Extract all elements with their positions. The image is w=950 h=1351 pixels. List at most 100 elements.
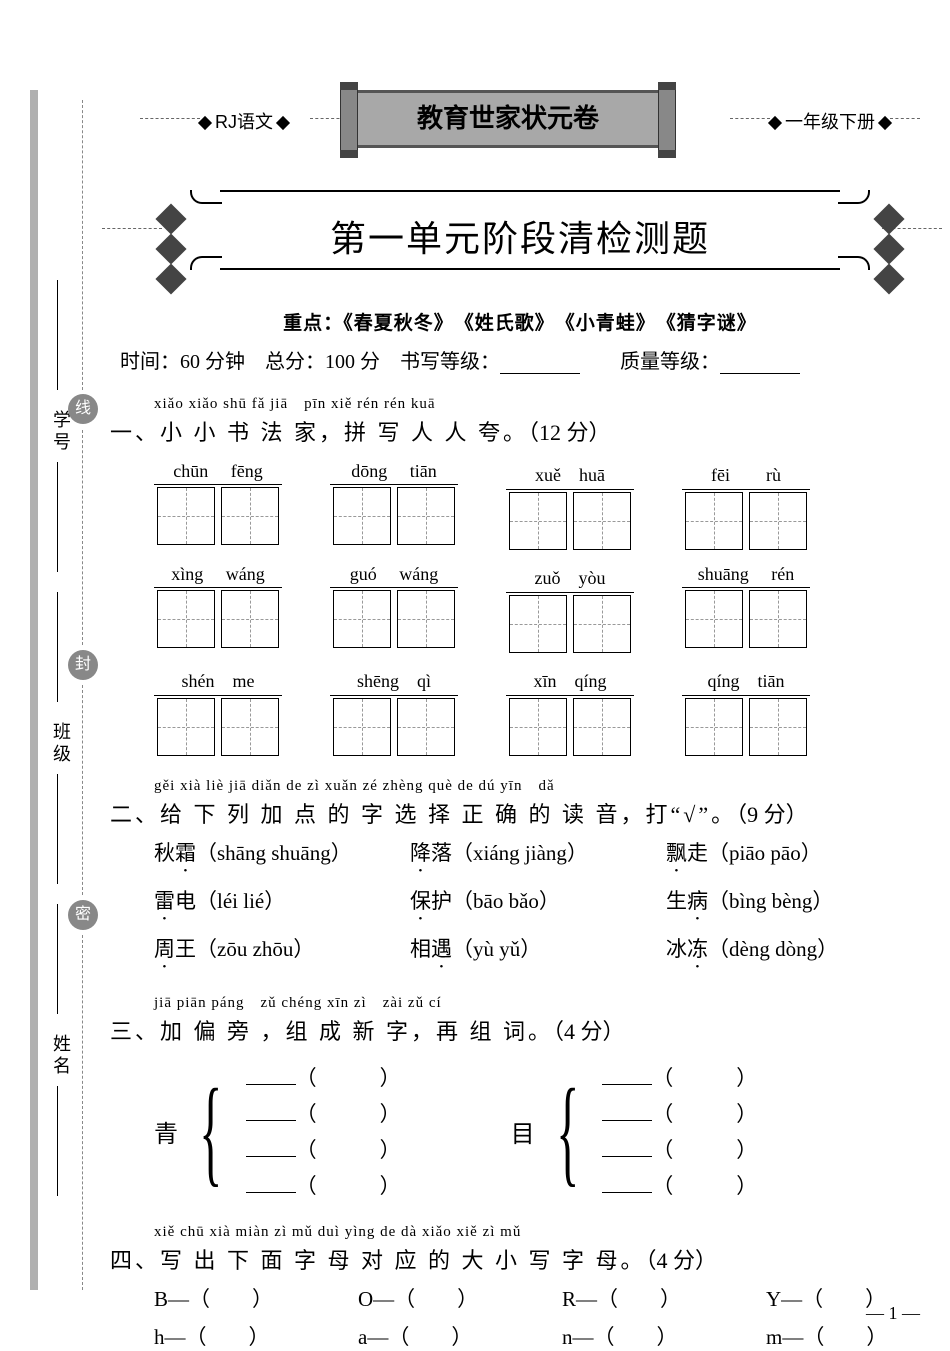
q3-line[interactable]: （ ） <box>602 1170 757 1200</box>
char-box[interactable] <box>685 590 743 648</box>
q2-row: 雷电（léi lié）保护（bāo bǎo）生病（bìng bèng） <box>154 885 930 925</box>
pair-pinyin: guó wáng <box>330 564 458 588</box>
pair-pinyin: fēi rù <box>682 461 810 490</box>
q4-item[interactable]: O—（ ） <box>358 1283 522 1313</box>
content-area: RJ语文 教育世家状元卷 一年级下册 <box>110 90 930 1351</box>
char-box[interactable] <box>221 487 279 545</box>
q4-item[interactable]: n—（ ） <box>562 1321 726 1351</box>
writing-blank[interactable] <box>500 373 580 374</box>
q4-row: B—（ ）O—（ ）R—（ ）Y—（ ） <box>154 1283 930 1313</box>
total-value: 100 分 <box>325 351 380 373</box>
diamond-decor-right <box>878 200 900 298</box>
char-box[interactable] <box>221 698 279 756</box>
char-pair: xuě huā <box>506 461 634 550</box>
q2-title-text: 二、给 下 列 加 点 的 字 选 择 正 确 的 读 音，打“√”。 <box>110 802 736 827</box>
char-box[interactable] <box>685 492 743 550</box>
char-boxes <box>333 590 455 648</box>
char-box[interactable] <box>333 487 391 545</box>
q3-line[interactable]: （ ） <box>602 1098 757 1128</box>
char-box[interactable] <box>573 595 631 653</box>
total-label: 总分 <box>265 351 305 373</box>
char-box[interactable] <box>397 487 455 545</box>
char-box[interactable] <box>157 487 215 545</box>
dotted-line <box>82 685 83 895</box>
char-boxes <box>157 698 279 756</box>
q4-title-text: 四、写 出 下 面 字 母 对 应 的 大 小 写 字 母。 <box>110 1248 646 1273</box>
q1-points: （12 分） <box>528 420 611 445</box>
q3-line[interactable]: （ ） <box>602 1134 757 1164</box>
q2-item[interactable]: 保护（bāo bǎo） <box>410 885 666 925</box>
q4-item[interactable]: h—（ ） <box>154 1321 318 1351</box>
char-box[interactable] <box>397 698 455 756</box>
pair-pinyin: shēng qì <box>330 667 458 696</box>
char-box[interactable] <box>573 492 631 550</box>
q2-item[interactable]: 秋霜（shāng shuāng） <box>154 837 410 877</box>
char-pair: fēi rù <box>682 461 810 550</box>
q2-title: 二、给 下 列 加 点 的 字 选 择 正 确 的 读 音，打“√”。（9 分） <box>110 797 930 829</box>
char-box[interactable] <box>221 590 279 648</box>
q4-body: B—（ ）O—（ ）R—（ ）Y—（ ）h—（ ）a—（ ）n—（ ）m—（ ） <box>110 1283 930 1351</box>
q2-item[interactable]: 周王（zōu zhōu） <box>154 933 410 973</box>
writing-label: 书写等级： <box>400 351 500 373</box>
char-boxes <box>509 698 631 756</box>
q3-group: 目{（ ）（ ）（ ）（ ） <box>511 1056 758 1206</box>
q2-item[interactable]: 生病（bìng bèng） <box>666 885 922 925</box>
q3-line[interactable]: （ ） <box>246 1170 401 1200</box>
char-box[interactable] <box>749 492 807 550</box>
q2-item[interactable]: 冰冻（dèng dòng） <box>666 933 922 973</box>
q4-item[interactable]: a—（ ） <box>358 1321 522 1351</box>
q3-line[interactable]: （ ） <box>246 1098 401 1128</box>
char-box[interactable] <box>157 698 215 756</box>
char-box[interactable] <box>157 590 215 648</box>
char-box[interactable] <box>509 698 567 756</box>
char-box[interactable] <box>685 698 743 756</box>
pair-pinyin: qíng tiān <box>682 667 810 696</box>
char-pair: xīn qíng <box>506 667 634 756</box>
char-box[interactable] <box>573 698 631 756</box>
char-pair: shēng qì <box>330 667 458 756</box>
char-box[interactable] <box>509 492 567 550</box>
char-box[interactable] <box>333 698 391 756</box>
q2-item[interactable]: 降落（xiáng jiàng） <box>410 837 666 877</box>
q3-line[interactable]: （ ） <box>602 1062 757 1092</box>
char-box[interactable] <box>333 590 391 648</box>
quality-label: 质量等级： <box>620 351 720 373</box>
focus-line: 重点：《春夏秋冬》 《姓氏歌》 《小青蛙》 《猜字谜》 <box>110 308 930 335</box>
grade-label: 一年级下册 <box>770 108 890 134</box>
q4-row: h—（ ） a—（ ） n—（ ） m—（ ） <box>154 1321 930 1351</box>
char-boxes <box>685 590 807 648</box>
brace-icon: { <box>556 1071 579 1191</box>
side-label-class: 班级 <box>48 722 74 766</box>
char-box[interactable] <box>509 595 567 653</box>
q3-points: （4 分） <box>553 1019 625 1044</box>
quality-blank[interactable] <box>720 373 800 374</box>
circle-xian: 线 <box>68 394 98 424</box>
q4-item[interactable]: m—（ ） <box>766 1321 930 1351</box>
side-label-name: 姓名 <box>48 1034 74 1078</box>
q3-group: 青{（ ）（ ）（ ）（ ） <box>154 1056 401 1206</box>
binding-bar <box>30 90 38 1290</box>
q2-row: 秋霜（shāng shuāng）降落（xiáng jiàng）飘走（piāo p… <box>154 837 930 877</box>
q3-lines: （ ） （ ） （ ） （ ） <box>602 1056 757 1206</box>
char-box[interactable] <box>397 590 455 648</box>
char-box[interactable] <box>749 698 807 756</box>
q4-item[interactable]: R—（ ） <box>562 1283 726 1313</box>
char-pair: chūn fēng <box>154 461 282 550</box>
q2-item[interactable]: 飘走（piāo pāo） <box>666 837 922 877</box>
q3-line[interactable]: （ ） <box>246 1134 401 1164</box>
q4-item[interactable]: B—（ ） <box>154 1283 318 1313</box>
series-label: RJ语文 <box>200 108 288 134</box>
char-pair: dōng tiān <box>330 461 458 550</box>
char-grid-row: chūn fēng dōng tiān xuě huā fēi rù <box>154 461 930 550</box>
char-pair: shén me <box>154 667 282 756</box>
q2-item[interactable]: 相遇（yù yǔ） <box>410 933 666 973</box>
char-box[interactable] <box>749 590 807 648</box>
q3-line[interactable]: （ ） <box>246 1062 401 1092</box>
char-pair: shuāng rén <box>682 564 810 653</box>
q2-item[interactable]: 雷电（léi lié） <box>154 885 410 925</box>
title-wrap: 第一单元阶段清检测题 <box>110 180 930 290</box>
pair-pinyin: shén me <box>154 667 282 696</box>
grade-text: 一年级下册 <box>785 112 875 132</box>
char-boxes <box>509 492 631 550</box>
char-boxes <box>685 492 807 550</box>
